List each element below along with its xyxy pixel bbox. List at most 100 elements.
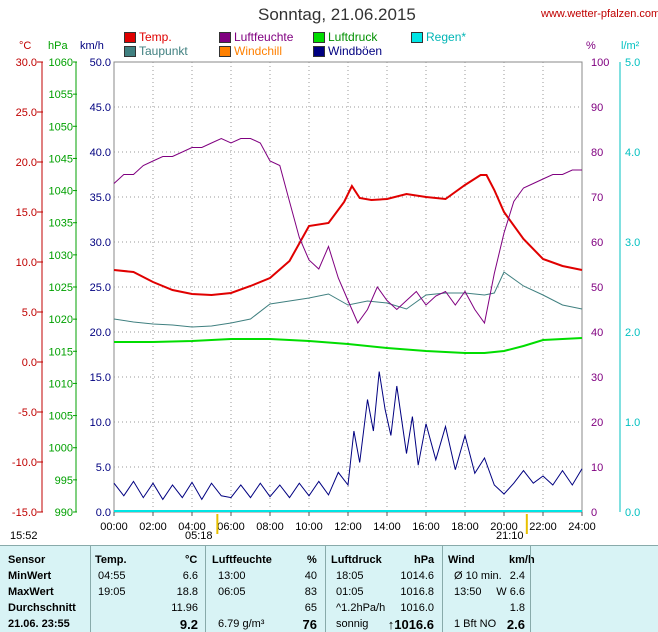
table-cell-h-val: 76 — [302, 617, 317, 632]
sunrise-label: 05:18 — [185, 530, 213, 542]
humidity-tick-label: 70 — [591, 192, 603, 204]
legend-swatch — [124, 32, 136, 43]
table-cell-w-label: Ø 10 min. — [454, 570, 502, 582]
legend-swatch — [219, 32, 231, 43]
series-line-windben — [113, 371, 583, 501]
temp-tick-label: 20.0 — [16, 157, 37, 169]
site-link[interactable]: www.wetter-pfalzen.com — [541, 8, 658, 20]
legend-label: Luftdruck — [328, 30, 378, 44]
series-line-temp — [113, 174, 583, 297]
legend-swatch — [124, 46, 136, 57]
header-pressure: Luftdruck — [331, 554, 382, 566]
humidity-tick-label: 10 — [591, 462, 603, 474]
table-cell-label: Durchschnitt — [8, 602, 76, 614]
wind-tick-label: 25.0 — [90, 282, 111, 294]
table-cell-w-val: 2.4 — [509, 570, 525, 582]
wind-tick-label: 40.0 — [90, 147, 111, 159]
legend-label: Windböen — [328, 44, 383, 58]
x-tick-label: 16:00 — [412, 521, 440, 533]
wind-tick-label: 50.0 — [90, 57, 111, 69]
x-tick-label: 04:00 — [178, 521, 206, 533]
table-cell-h-time: 6.79 g/m³ — [218, 618, 265, 630]
humidity-tick-label: 60 — [591, 237, 603, 249]
table-separator — [442, 546, 443, 632]
series-line-luftdruck — [114, 337, 583, 354]
table-cell-p-val: 1016.8 — [400, 586, 434, 598]
header-humidity-unit: % — [307, 554, 317, 566]
x-tick-label: 02:00 — [139, 521, 167, 533]
table-cell-t-time: 04:55 — [98, 570, 126, 582]
table-cell-label: MaxWert — [8, 586, 54, 598]
pressure-tick-label: 1035 — [49, 218, 73, 230]
temp-tick-label: 5.0 — [22, 307, 37, 319]
table-cell-w-val: 2.6 — [506, 617, 525, 632]
wind-tick-label: 45.0 — [90, 102, 111, 114]
humidity-unit: % — [586, 40, 596, 52]
rain-tick-label: 2.0 — [625, 327, 640, 339]
temp-tick-label: 15.0 — [16, 207, 37, 219]
pressure-tick-label: 1060 — [49, 57, 73, 69]
x-tick-label: 06:00 — [217, 521, 245, 533]
rain-tick-label: 3.0 — [625, 237, 640, 249]
table-cell-h-val: 83 — [304, 586, 317, 598]
table-cell-h-val: 65 — [304, 602, 317, 614]
summary-table: Sensor Temp. °C Luftfeuchte % Luftdruck … — [0, 545, 658, 632]
table-cell-w-val: W 6.6 — [496, 586, 525, 598]
table-cell-p-time: 01:05 — [336, 586, 364, 598]
humidity-tick-label: 0 — [591, 507, 597, 519]
table-cell-t-time: 19:05 — [98, 586, 126, 598]
table-separator — [325, 546, 326, 632]
pressure-tick-label: 1005 — [49, 411, 73, 423]
wind-tick-label: 35.0 — [90, 192, 111, 204]
legend-swatch — [219, 46, 231, 57]
x-tick-label: 18:00 — [451, 521, 479, 533]
pressure-unit: hPa — [48, 40, 68, 52]
pressure-tick-label: 1050 — [49, 121, 73, 133]
temp-tick-label: -15.0 — [12, 507, 37, 519]
legend-label: Luftfeuchte — [234, 30, 294, 44]
header-wind-unit: km/h — [509, 554, 535, 566]
x-tick-label: 22:00 — [529, 521, 557, 533]
x-tick-label: 20:00 — [490, 521, 518, 533]
table-separator — [90, 546, 91, 632]
table-cell-p-time: ^1.2hPa/h — [336, 602, 386, 614]
sunset-label: 21:10 — [496, 530, 524, 542]
x-tick-label: 10:00 — [295, 521, 323, 533]
pressure-tick-label: 1010 — [49, 378, 73, 390]
table-separator — [530, 546, 531, 632]
pressure-tick-label: 1030 — [49, 250, 73, 262]
table-cell-t-val: 6.6 — [182, 570, 198, 582]
table-cell-p-time: 18:05 — [336, 570, 364, 582]
x-tick-label: 24:00 — [568, 521, 596, 533]
humidity-tick-label: 100 — [591, 57, 609, 69]
table-cell-label: 21.06. 23:55 — [8, 618, 70, 630]
humidity-tick-label: 40 — [591, 327, 603, 339]
table-cell-w-label: 1 Bft NO — [454, 618, 497, 630]
table-cell-label: MinWert — [8, 570, 52, 582]
temp-tick-label: 25.0 — [16, 107, 37, 119]
rain-tick-label: 5.0 — [625, 57, 640, 69]
wind-tick-label: 20.0 — [90, 327, 111, 339]
legend-label: Regen* — [426, 30, 467, 44]
temp-tick-label: -5.0 — [18, 407, 37, 419]
legend-label: Temp. — [139, 30, 172, 44]
rain-tick-label: 4.0 — [625, 147, 640, 159]
sun-before-label: 15:52 — [10, 530, 38, 542]
table-cell-w-val: 1.8 — [509, 602, 525, 614]
table-cell-w-label: 13:50 — [454, 586, 482, 598]
humidity-tick-label: 20 — [591, 417, 603, 429]
wind-tick-label: 10.0 — [90, 417, 111, 429]
x-tick-label: 08:00 — [256, 521, 284, 533]
series-line-luftfeuchte — [113, 137, 582, 325]
table-cell-h-time: 06:05 — [218, 586, 246, 598]
pressure-tick-label: 990 — [55, 507, 73, 519]
header-temp-unit: °C — [185, 554, 198, 566]
pressure-tick-label: 1025 — [49, 282, 73, 294]
temp-tick-label: -10.0 — [12, 457, 37, 469]
table-cell-p-val: ↑1016.6 — [387, 617, 434, 632]
table-cell-t-val: 9.2 — [179, 617, 198, 632]
x-tick-label: 00:00 — [100, 521, 128, 533]
wind-tick-label: 30.0 — [90, 237, 111, 249]
wind-unit: km/h — [80, 40, 104, 52]
